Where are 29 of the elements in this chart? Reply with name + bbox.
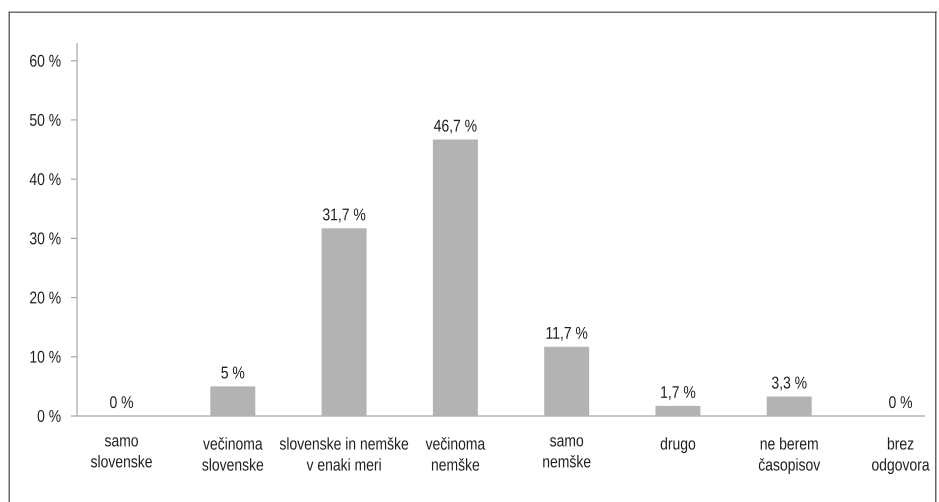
x-tick-label: samo slovenske (90, 437, 152, 468)
x-tick-label: samo nemške (543, 437, 590, 468)
bar (766, 396, 812, 416)
x-tick-label: večinoma nemške (426, 437, 486, 471)
y-tick-label: 40 % (30, 173, 61, 186)
data-label: 5 % (221, 366, 244, 379)
bar (544, 346, 590, 416)
x-tick-label: slovenske in nemške v enaki meri (280, 437, 408, 471)
data-label: 46,7 % (434, 120, 477, 134)
x-tick-label: ne berem časopisov (758, 437, 820, 474)
data-label: 11,7 % (546, 326, 588, 341)
data-label: 3,3 % (772, 376, 807, 391)
data-label: 1,7 % (661, 386, 696, 400)
y-tick-label: 0 % (38, 410, 61, 422)
x-tick-label: brez odgovora (872, 437, 930, 474)
data-label: 31,7 % (322, 208, 366, 222)
bar (655, 406, 700, 416)
y-tick-label: 30 % (30, 232, 61, 244)
data-label: 0 % (889, 396, 912, 408)
x-tick-label: večinoma slovenske (202, 437, 264, 471)
y-tick-label: 10 % (30, 350, 61, 363)
y-tick-label: 20 % (30, 292, 61, 304)
x-tick-label: drugo (660, 437, 696, 454)
bar (432, 140, 478, 416)
y-tick-label: 50 % (30, 114, 61, 126)
bar (322, 228, 367, 416)
bar (210, 386, 256, 416)
data-label: 0 % (110, 396, 134, 408)
y-tick-label: 60 % (30, 54, 61, 67)
